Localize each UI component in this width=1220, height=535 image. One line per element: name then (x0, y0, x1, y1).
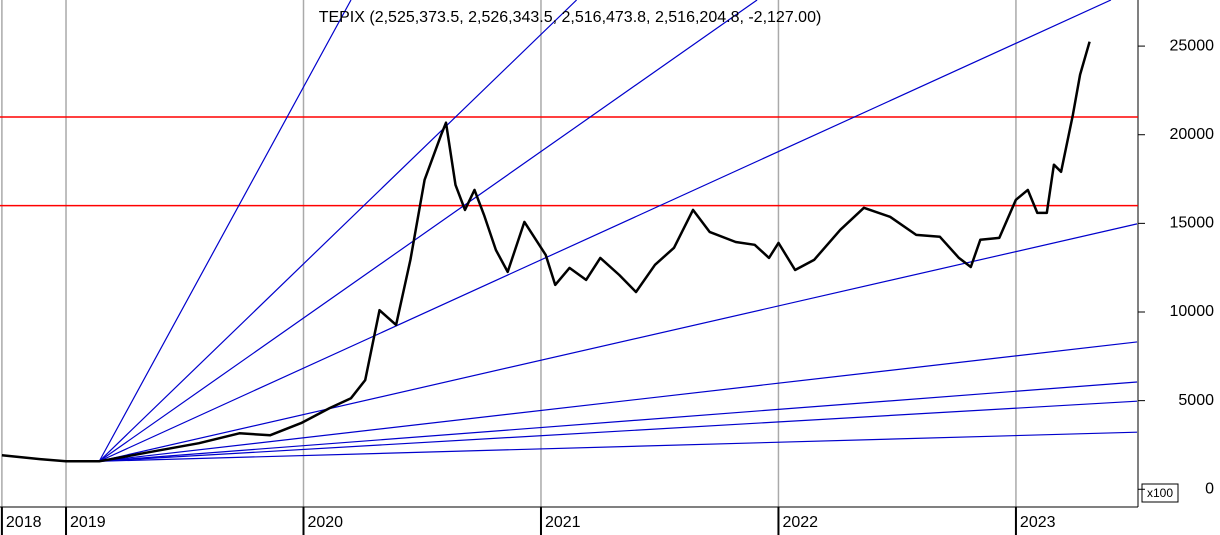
x-tick-label: 2019 (70, 514, 106, 531)
fan-line (99, 381, 1138, 462)
x-tick-label: 2023 (1020, 514, 1056, 531)
y-tick-label: 25000 (1170, 37, 1215, 54)
fan-line (99, 431, 1138, 462)
y-tick-label: 20000 (1170, 126, 1215, 143)
fan-line (98, 0, 758, 462)
y-tick-label: 0 (1205, 480, 1214, 497)
unit-box (1141, 483, 1179, 503)
chart-title: TEPIX (2,525,373.5, 2,526,343.5, 2,516,4… (319, 9, 822, 26)
y-tick-label: 5000 (1178, 392, 1214, 409)
y-unit-label: x100 (1147, 486, 1173, 500)
y-tick-label: 10000 (1170, 303, 1215, 320)
y-tick-label: 15000 (1170, 215, 1215, 232)
fan-line (98, 0, 352, 462)
x-tick-label: 2020 (307, 514, 343, 531)
fan-line (99, 341, 1138, 462)
fan-line (99, 223, 1138, 462)
price-line (1, 41, 1091, 463)
fan-line (99, 0, 1112, 462)
x-tick-label: 2018 (6, 514, 42, 531)
fan-line (98, 0, 578, 462)
x-tick-label: 2022 (782, 514, 818, 531)
fan-line (99, 400, 1138, 462)
x-tick-label: 2021 (545, 514, 581, 531)
